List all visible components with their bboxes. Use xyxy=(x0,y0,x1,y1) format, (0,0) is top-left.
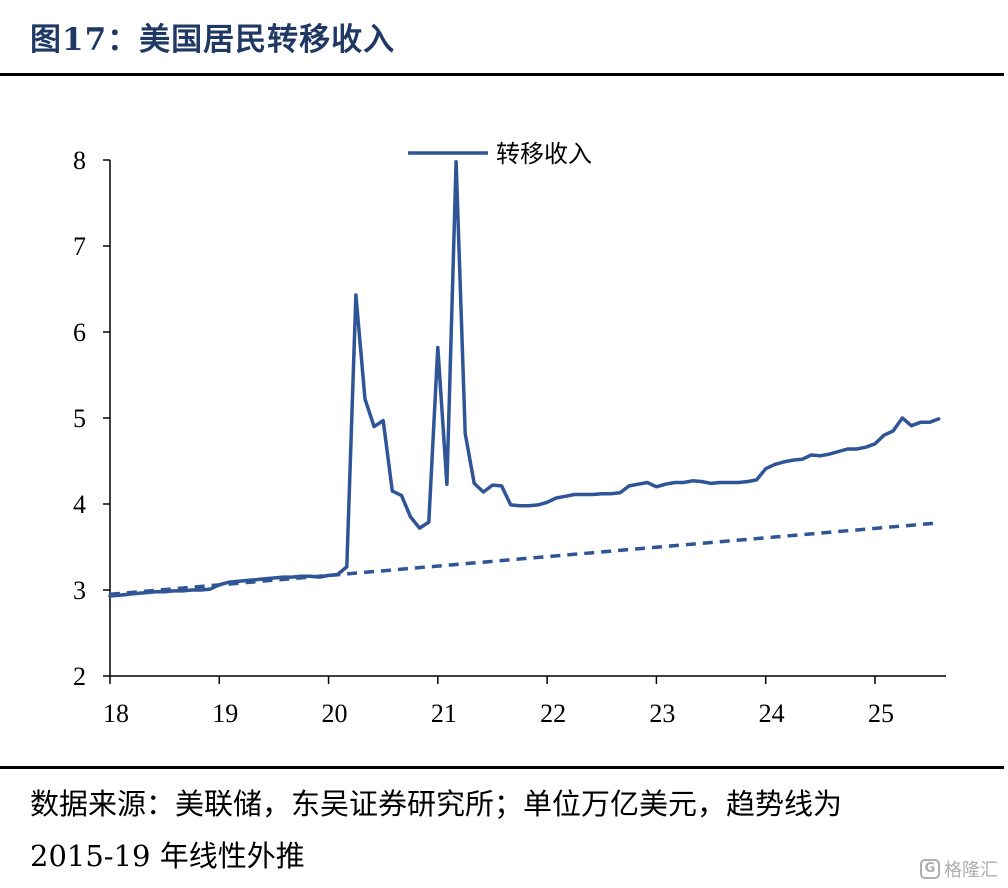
chart-title: 图17：美国居民转移收入 xyxy=(30,22,396,58)
x-tick-label: 18 xyxy=(103,699,129,728)
x-tick-label: 19 xyxy=(212,699,238,728)
y-tick-label: 6 xyxy=(73,318,86,347)
chart-legend: 转移收入 xyxy=(408,140,592,168)
bottom-divider xyxy=(0,766,1004,769)
watermark-logo-icon: G xyxy=(920,859,940,879)
x-tick-label: 24 xyxy=(759,699,785,728)
y-tick-label: 2 xyxy=(73,662,86,691)
x-tick-label: 23 xyxy=(649,699,675,728)
legend-label: 转移收入 xyxy=(496,140,592,168)
x-tick-label: 20 xyxy=(322,699,348,728)
y-tick-label: 5 xyxy=(73,404,86,433)
watermark: G 格隆汇 xyxy=(920,856,998,882)
source-note: 数据来源：美联储，东吴证券研究所；单位万亿美元，趋势线为 2015-19 年线性… xyxy=(30,787,843,873)
y-tick-label: 4 xyxy=(73,490,86,519)
watermark-text: 格隆汇 xyxy=(944,860,998,881)
transfer-income-line xyxy=(108,159,941,598)
trend-line xyxy=(109,521,939,597)
x-tick-label: 21 xyxy=(431,699,457,728)
series-layer xyxy=(108,159,941,598)
y-tick-label: 3 xyxy=(73,576,86,605)
y-tick-label: 7 xyxy=(73,232,86,261)
x-tick-label: 25 xyxy=(868,699,894,728)
top-divider xyxy=(0,73,1004,76)
y-tick-label: 8 xyxy=(73,146,86,175)
x-tick-label: 22 xyxy=(540,699,566,728)
